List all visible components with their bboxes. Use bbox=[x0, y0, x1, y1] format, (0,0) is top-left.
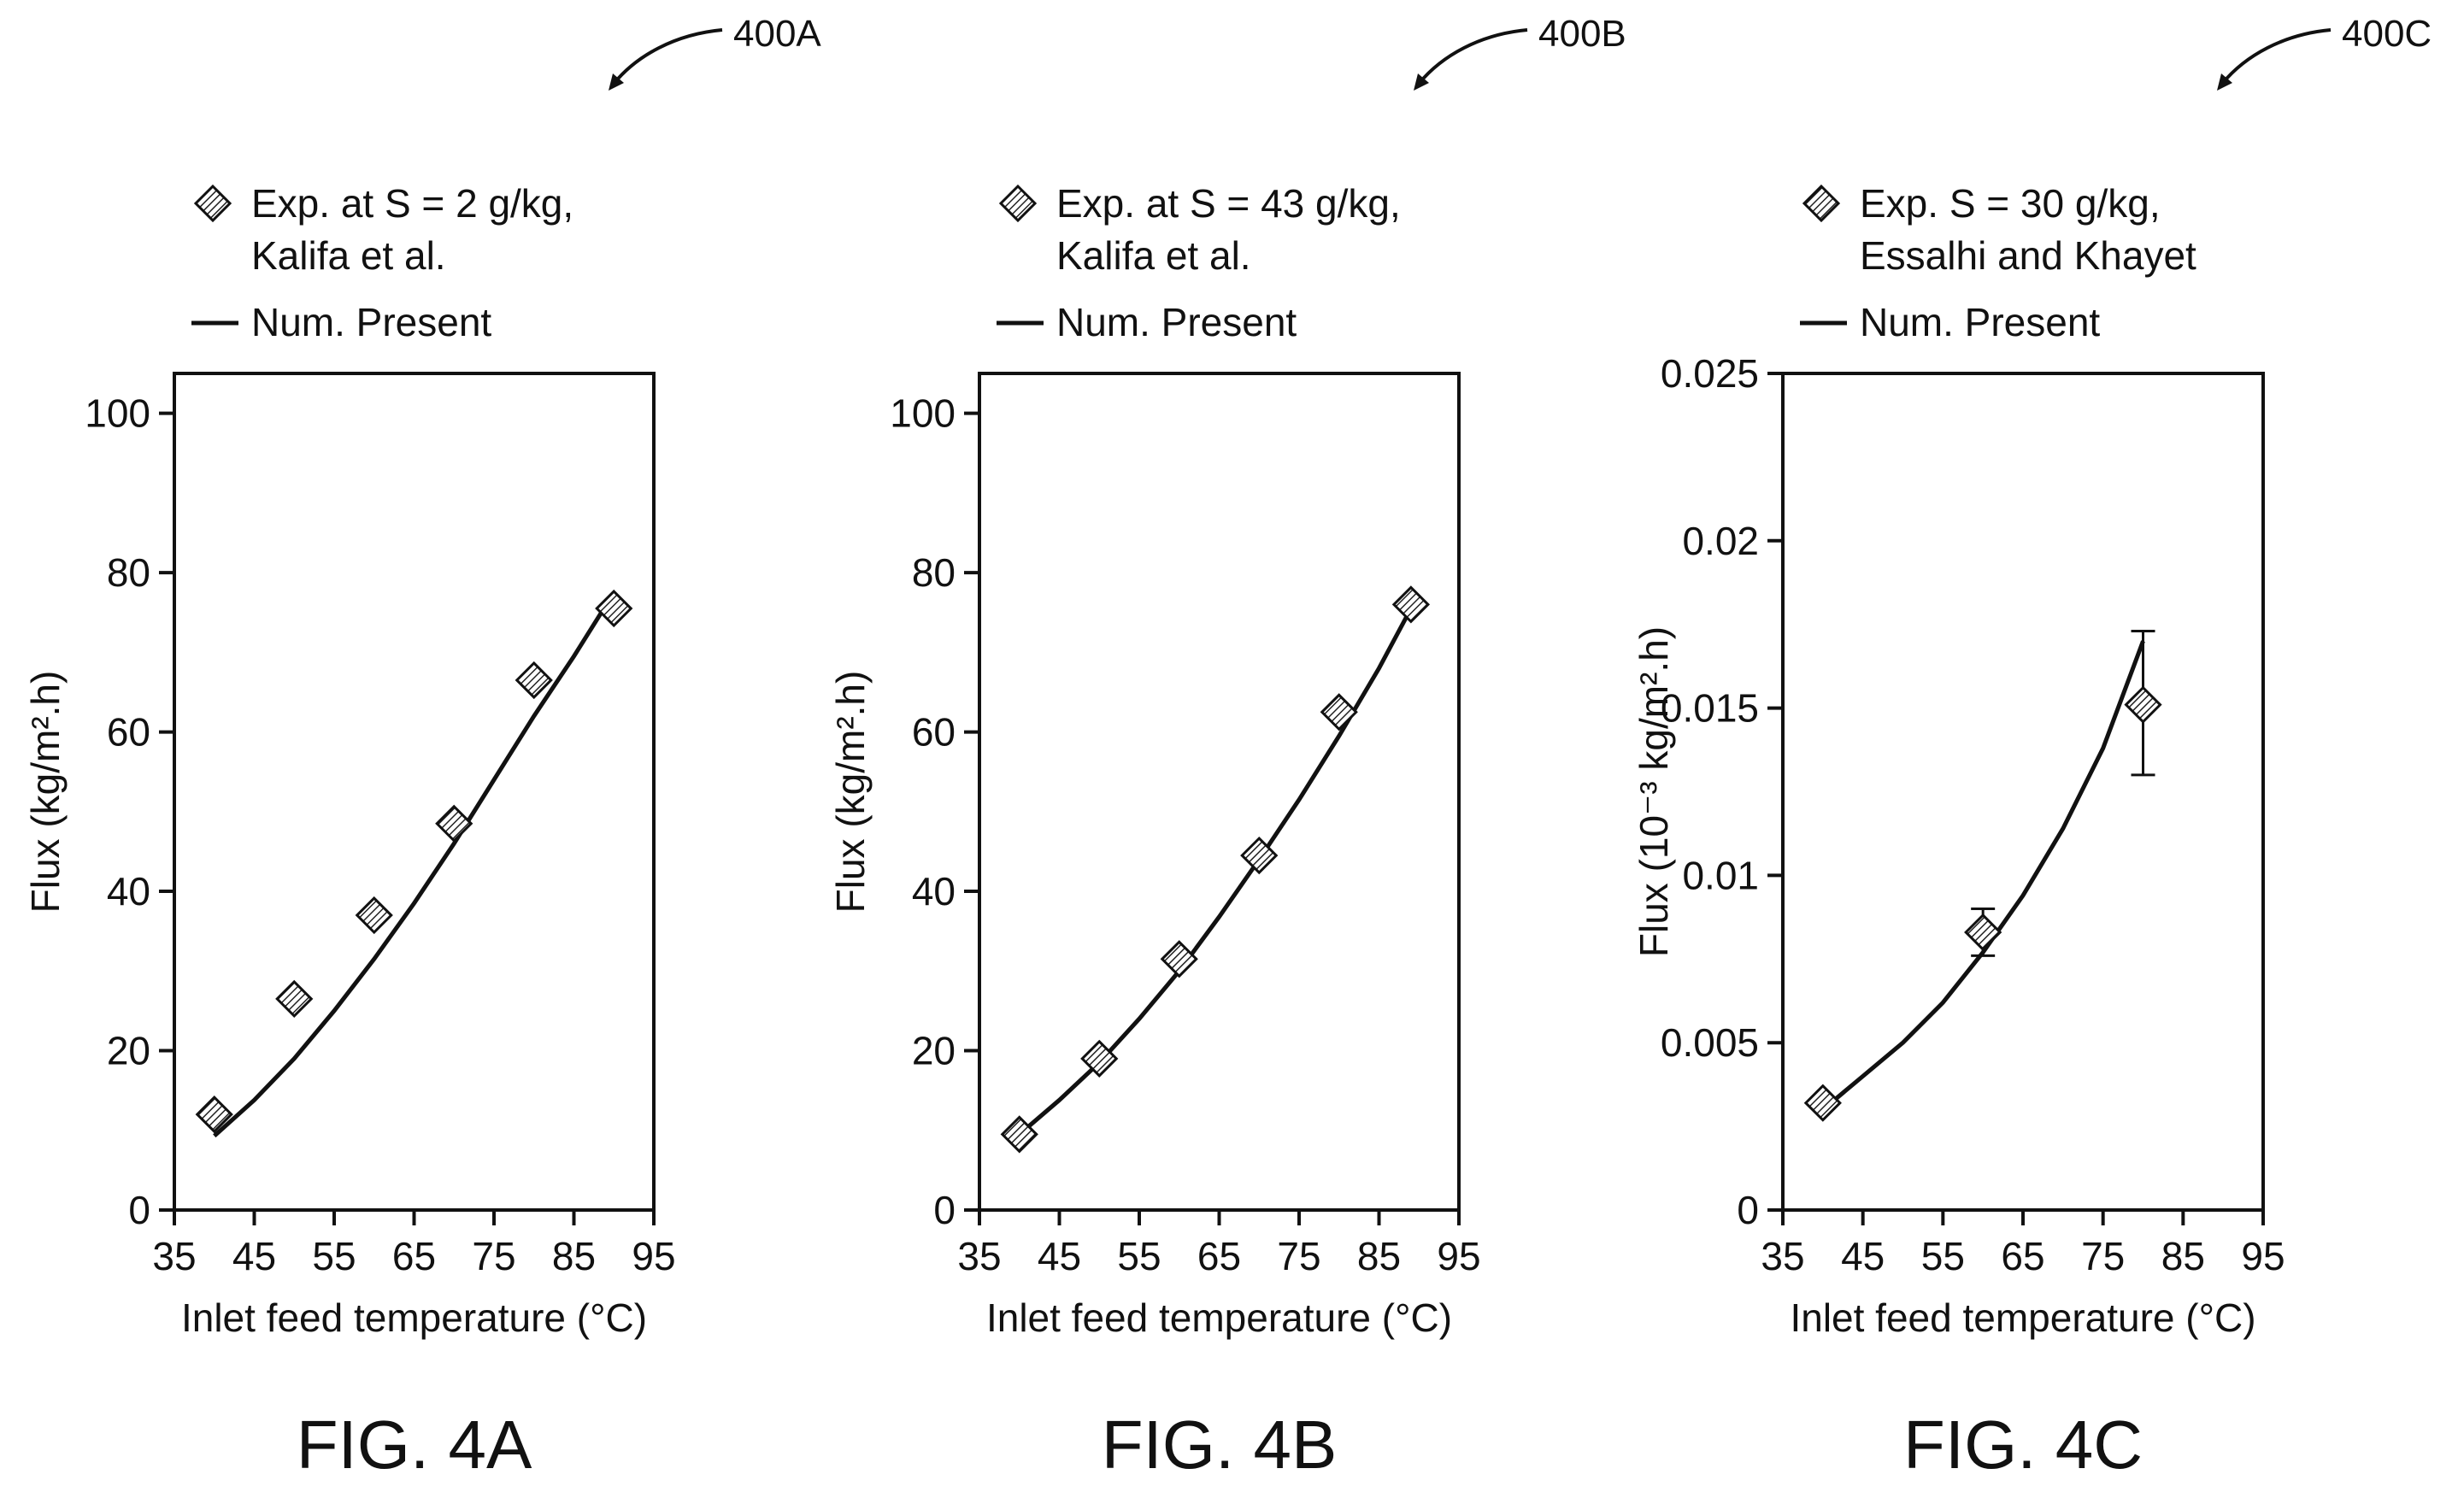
data-point bbox=[1391, 585, 1431, 624]
legend-entry-experiment-line-2: Essalhi and Khayet bbox=[1860, 233, 2196, 278]
x-tick-label: 95 bbox=[1437, 1234, 1480, 1278]
x-tick-label: 65 bbox=[1197, 1234, 1241, 1278]
series-line-num-present bbox=[1018, 607, 1414, 1137]
x-axis-label: Inlet feed temperature (°C) bbox=[181, 1295, 647, 1340]
y-tick-label: 40 bbox=[107, 869, 150, 913]
x-tick-label: 45 bbox=[1038, 1234, 1081, 1278]
x-tick-label: 95 bbox=[2241, 1234, 2285, 1278]
data-point bbox=[2124, 685, 2162, 724]
x-tick-label: 55 bbox=[1921, 1234, 1965, 1278]
legend-marker bbox=[193, 184, 232, 223]
y-tick-label: 80 bbox=[912, 550, 956, 595]
x-tick-label: 75 bbox=[2081, 1234, 2125, 1278]
reference-label: 400C bbox=[2342, 13, 2432, 55]
data-point bbox=[435, 804, 473, 843]
legend-marker bbox=[1802, 184, 1841, 223]
y-tick-label: 80 bbox=[107, 550, 150, 595]
data-point bbox=[275, 979, 314, 1019]
data-point bbox=[1160, 940, 1198, 978]
reference-arrow-head bbox=[1414, 73, 1429, 91]
x-tick-label: 55 bbox=[1117, 1234, 1161, 1278]
data-point bbox=[1000, 1115, 1038, 1154]
x-tick-label: 75 bbox=[1277, 1234, 1320, 1278]
figure-caption: FIG. 4C bbox=[1903, 1407, 2143, 1483]
data-point bbox=[1240, 836, 1279, 875]
y-tick-label: 0.02 bbox=[1682, 519, 1759, 563]
chart-1: 400A Exp. at S = 2 g/kg, Kalifa et al. Num.… bbox=[23, 13, 821, 1483]
data-point bbox=[1964, 913, 2002, 952]
x-tick-label: 85 bbox=[1357, 1234, 1401, 1278]
x-tick-label: 95 bbox=[632, 1234, 675, 1278]
x-tick-label: 65 bbox=[392, 1234, 436, 1278]
x-tick-label: 35 bbox=[1761, 1234, 1804, 1278]
y-axis-label: Flux (kg/m².h) bbox=[23, 671, 68, 913]
data-point bbox=[1320, 693, 1358, 731]
y-tick-label: 100 bbox=[85, 391, 150, 436]
x-tick-label: 35 bbox=[957, 1234, 1001, 1278]
reference-arrow-head bbox=[2217, 73, 2232, 91]
chart-2: 400B Exp. at S = 43 g/kg, Kalifa et al. Num… bbox=[828, 13, 1626, 1483]
y-tick-label: 60 bbox=[107, 710, 150, 755]
data-point bbox=[595, 589, 633, 628]
data-point bbox=[1803, 1084, 1842, 1122]
y-tick-label: 0 bbox=[1737, 1188, 1759, 1232]
legend-entry-numerical: Num. Present bbox=[251, 300, 491, 344]
y-tick-label: 20 bbox=[107, 1029, 150, 1073]
y-tick-label: 0.015 bbox=[1661, 686, 1759, 731]
series-line-num-present bbox=[1821, 640, 2145, 1112]
legend-entry-experiment-line-1: Exp. at S = 43 g/kg, bbox=[1056, 181, 1401, 226]
reference-arrow bbox=[2220, 28, 2332, 85]
reference-arrow bbox=[1417, 28, 1528, 85]
plot-frame bbox=[173, 372, 656, 1212]
x-axis-label: Inlet feed temperature (°C) bbox=[1790, 1295, 2255, 1340]
legend-entry-experiment-line-1: Exp. S = 30 g/kg, bbox=[1860, 181, 2161, 226]
legend-entry-experiment-line-1: Exp. at S = 2 g/kg, bbox=[251, 181, 573, 226]
y-tick-label: 0.025 bbox=[1661, 351, 1759, 396]
x-tick-label: 85 bbox=[552, 1234, 596, 1278]
y-tick-label: 0.005 bbox=[1661, 1020, 1759, 1065]
x-tick-label: 45 bbox=[232, 1234, 276, 1278]
legend-marker bbox=[998, 184, 1038, 223]
chart-3: 400C Exp. S = 30 g/kg, Essalhi and Khayet N… bbox=[1632, 13, 2432, 1483]
x-tick-label: 35 bbox=[152, 1234, 196, 1278]
x-tick-label: 65 bbox=[2001, 1234, 2044, 1278]
y-tick-label: 0 bbox=[933, 1188, 956, 1232]
reference-arrow-head bbox=[609, 73, 624, 91]
figure-caption: FIG. 4A bbox=[297, 1407, 532, 1483]
legend-entry-experiment-line-2: Kalifa et al. bbox=[1056, 233, 1251, 278]
y-tick-label: 40 bbox=[912, 869, 956, 913]
series-line-num-present bbox=[213, 591, 616, 1138]
legend-entry-experiment-line-2: Kalifa et al. bbox=[251, 233, 446, 278]
data-point bbox=[355, 896, 393, 935]
reference-label: 400A bbox=[733, 13, 821, 55]
y-tick-label: 60 bbox=[912, 710, 956, 755]
y-axis-label: Flux (10⁻³ kg/m².h) bbox=[1632, 626, 1676, 957]
data-point bbox=[1080, 1039, 1119, 1078]
x-axis-label: Inlet feed temperature (°C) bbox=[986, 1295, 1452, 1340]
x-tick-label: 55 bbox=[312, 1234, 356, 1278]
data-point bbox=[515, 661, 553, 700]
y-tick-label: 0 bbox=[128, 1188, 150, 1232]
reference-arrow bbox=[612, 28, 723, 85]
x-tick-label: 75 bbox=[472, 1234, 515, 1278]
y-tick-label: 20 bbox=[912, 1029, 956, 1073]
figure-caption: FIG. 4B bbox=[1102, 1407, 1338, 1483]
data-point bbox=[195, 1095, 233, 1134]
y-axis-label: Flux (kg/m².h) bbox=[828, 671, 873, 913]
legend-entry-numerical: Num. Present bbox=[1860, 300, 2100, 344]
legend-entry-numerical: Num. Present bbox=[1056, 300, 1297, 344]
reference-label: 400B bbox=[1538, 13, 1626, 55]
x-tick-label: 85 bbox=[2161, 1234, 2205, 1278]
plot-frame bbox=[978, 372, 1461, 1212]
y-tick-label: 100 bbox=[890, 391, 956, 436]
y-tick-label: 0.01 bbox=[1682, 853, 1759, 897]
x-tick-label: 45 bbox=[1841, 1234, 1885, 1278]
